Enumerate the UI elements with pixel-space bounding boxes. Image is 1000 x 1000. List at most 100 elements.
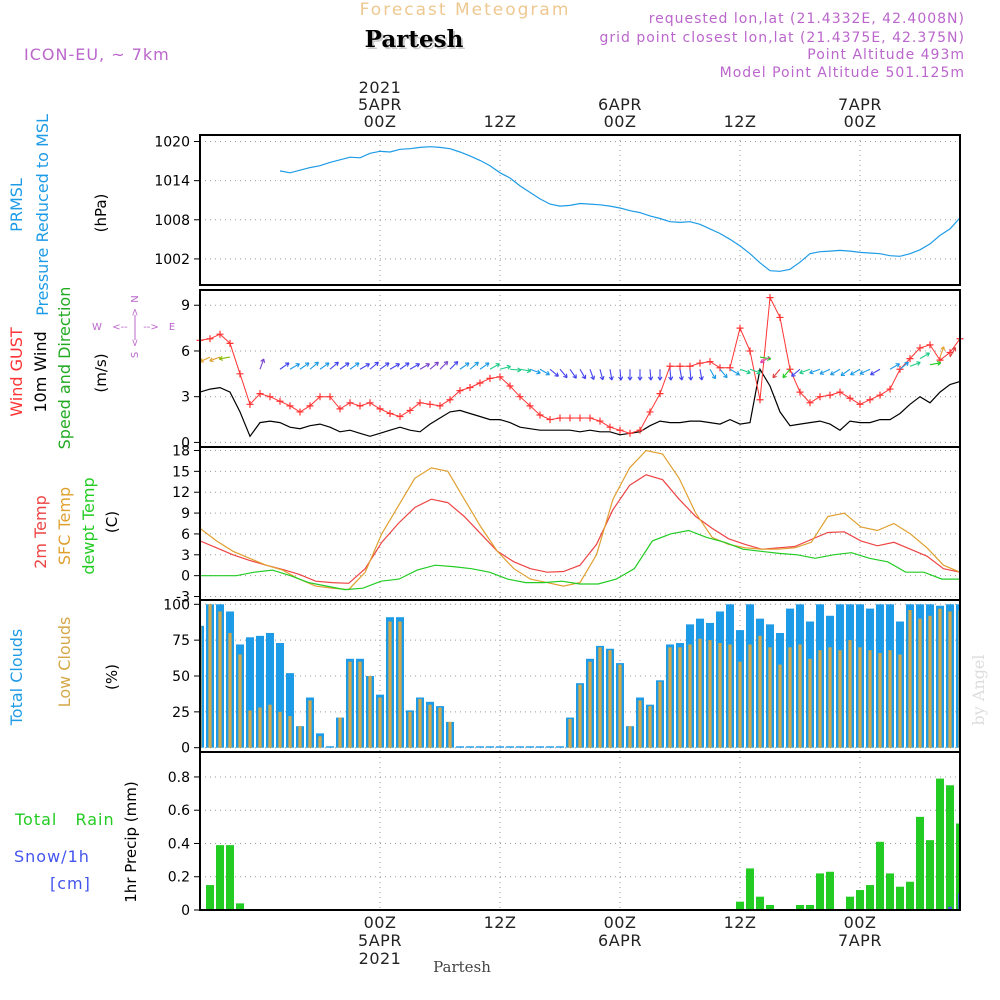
gust-marker: [546, 416, 554, 424]
top-time-label: 12Z: [484, 112, 517, 131]
wind-direction-arrow: [829, 368, 841, 376]
gust-marker: [306, 402, 314, 410]
rain-bar: [226, 845, 234, 910]
wind-direction-arrow: [459, 362, 470, 370]
gust-marker: [296, 408, 304, 416]
wind-direction-arrow: [909, 361, 921, 367]
wind-direction-arrow: [469, 361, 479, 370]
wind-direction-arrow: [688, 369, 694, 381]
temp-ylabel: (C): [103, 511, 121, 533]
rain-bar: [756, 896, 764, 910]
total-clouds-bar: [246, 637, 254, 748]
rain-bar: [896, 886, 904, 910]
y-tick-label: 0: [181, 435, 190, 451]
panel-frame: [199, 751, 961, 911]
wind-direction-arrow: [379, 362, 390, 370]
low-clouds-bar: [358, 661, 362, 748]
wind-direction-arrow: [479, 362, 490, 370]
wind-direction-arrow: [559, 368, 568, 379]
wind-direction-arrow: [589, 369, 596, 381]
wind-direction-arrow: [529, 368, 541, 375]
bottom-time-label: 5APR: [358, 931, 402, 950]
bottom-time-label: 00Z: [364, 913, 397, 932]
gust-marker: [266, 393, 274, 401]
gust-marker: [536, 411, 544, 419]
gust-marker: [596, 417, 604, 425]
wind-direction-arrow: [939, 346, 946, 358]
gust-marker: [586, 414, 594, 422]
pressure-panel: PRMSL Pressure Reduced to MSL (hPa) 1002…: [7, 114, 961, 316]
wind-direction-arrow: [782, 368, 791, 379]
y-tick-label: 6: [181, 527, 190, 543]
y-tick-label: -3: [176, 590, 190, 606]
panel-frame: [199, 289, 961, 448]
y-tick-label: 0: [181, 741, 190, 757]
low-clouds-bar: [308, 700, 312, 748]
gust-marker: [766, 294, 774, 302]
grid-point-coords: grid point closest lon,lat (21.4375E, 42…: [599, 30, 965, 46]
rain-bar: [766, 905, 774, 910]
temp2m-line: [200, 474, 960, 584]
y-tick-label: 0: [181, 569, 190, 585]
wind-direction-arrow: [319, 362, 330, 370]
wind-direction-arrow: [289, 363, 301, 370]
rain-bar: [206, 885, 214, 910]
precip-ylabel: 1hr Precip (mm): [122, 781, 140, 902]
y-tick-label: 1014: [154, 174, 190, 190]
wind-speed-line: [200, 367, 960, 438]
total-clouds-bar: [286, 673, 294, 748]
gust-marker: [696, 359, 704, 367]
low-clouds-bar: [598, 647, 602, 748]
y-tick-label: 3: [181, 548, 190, 564]
y-tick-label: 0: [181, 903, 190, 919]
wind-direction-arrow: [579, 368, 587, 380]
footer-location: Partesh: [433, 958, 491, 976]
gust-marker: [736, 324, 744, 332]
rain-bar: [936, 778, 944, 910]
wind-direction-arrow: [309, 361, 319, 370]
pressure-label-desc: Pressure Reduced to MSL: [33, 114, 52, 316]
low-clouds-bar: [238, 654, 242, 748]
gust-marker: [476, 379, 484, 387]
gust-marker: [706, 358, 714, 366]
y-tick-label: 18: [172, 443, 190, 459]
gust-marker: [436, 402, 444, 410]
total-clouds-bar: [200, 625, 204, 748]
rain-bar: [826, 871, 834, 910]
gust-marker: [566, 414, 574, 422]
compass-w: W: [92, 322, 102, 333]
top-time-label: 00Z: [364, 112, 397, 131]
wind-direction-arrow: [519, 368, 532, 374]
low-clouds-bar: [928, 615, 932, 748]
wind-direction-arrow: [339, 362, 350, 370]
snow-unit-label: [cm]: [50, 874, 91, 893]
low-clouds-label: Low Clouds: [55, 617, 74, 708]
rain-bar: [806, 905, 814, 910]
low-clouds-bar: [218, 611, 222, 748]
bottom-time-label: 12Z: [724, 913, 757, 932]
wind-direction-label: Speed and Direction: [55, 287, 74, 450]
gust-marker: [626, 429, 634, 437]
gust-marker: [526, 402, 534, 410]
wind-direction-arrow: [919, 352, 931, 360]
sfc-temp-label: SFC Temp: [55, 487, 74, 565]
low-clouds-bar: [268, 704, 272, 748]
wind-direction-arrow: [499, 364, 512, 370]
compass-rose: N -> <- S W <-- --> E: [92, 295, 175, 358]
low-clouds-bar: [678, 647, 682, 748]
gust-marker: [806, 399, 814, 407]
y-tick-label: 0.4: [168, 836, 190, 852]
wind-direction-arrow: [549, 368, 559, 377]
rain-bar: [796, 905, 804, 910]
bottom-time-label: 2021: [359, 949, 402, 968]
top-time-label: 7APR: [838, 95, 882, 114]
gust-marker: [226, 339, 234, 347]
pressure-label-prmsl: PRMSL: [7, 178, 26, 232]
gust-marker: [866, 396, 874, 404]
low-clouds-bar: [798, 644, 802, 748]
low-clouds-bar: [818, 650, 822, 748]
requested-coords: requested lon,lat (21.4332E, 42.4008N): [649, 11, 965, 27]
low-clouds-bar: [398, 621, 402, 748]
gust-marker: [376, 405, 384, 413]
